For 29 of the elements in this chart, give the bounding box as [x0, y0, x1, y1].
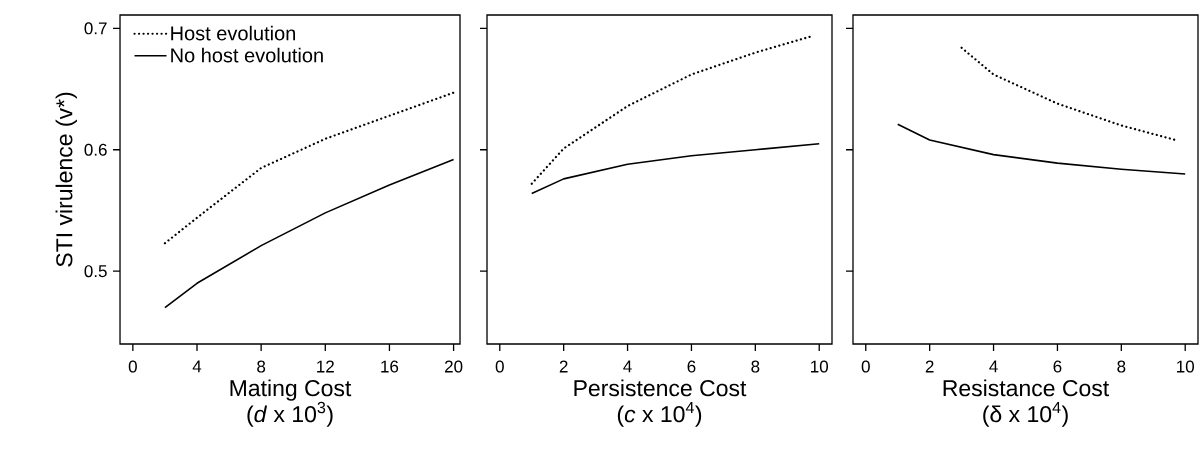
x-tick-label: 0 — [495, 360, 504, 373]
y-tick-label: 0.5 — [84, 265, 107, 278]
y-tick-label: 0.6 — [84, 143, 107, 156]
legend-label: No host evolution — [171, 47, 323, 63]
x-tick-label: 4 — [989, 360, 998, 373]
x-tick-label: 0 — [861, 360, 870, 373]
y-tick-label: 0.7 — [84, 22, 107, 35]
x-tick-label: 8 — [751, 360, 760, 373]
x-tick-label: 16 — [381, 360, 399, 373]
x-tick-label: 6 — [1053, 360, 1062, 373]
x-axis-title: Mating Cost (d x 10$^{3}$) — [230, 379, 352, 427]
x-tick-label: 10 — [811, 360, 829, 373]
line-series — [164, 158, 455, 309]
x-tick-label: 10 — [1177, 360, 1195, 373]
x-axis-title: Persistence Cost (c x 10$^{4}$) — [574, 379, 747, 427]
x-tick-label: 2 — [925, 360, 934, 373]
line-series — [163, 91, 455, 245]
x-tick-label: 8 — [257, 360, 266, 373]
x-tick-label: 12 — [317, 360, 334, 373]
x-tick-label: 2 — [559, 360, 568, 373]
x-tick-label: 4 — [623, 360, 632, 373]
y-axis-title: STI virulence (v*) — [55, 92, 77, 267]
x-tick-label: 0 — [128, 360, 137, 373]
x-tick-label: 8 — [1117, 360, 1126, 373]
legend-label: Host evolution — [171, 25, 296, 41]
x-tick-label: 6 — [687, 360, 696, 373]
x-tick-label: 4 — [192, 360, 202, 373]
x-axis-title: Resistance Cost (δ x 10$^{4}$) — [943, 379, 1110, 427]
x-tick-label: 20 — [445, 360, 463, 373]
